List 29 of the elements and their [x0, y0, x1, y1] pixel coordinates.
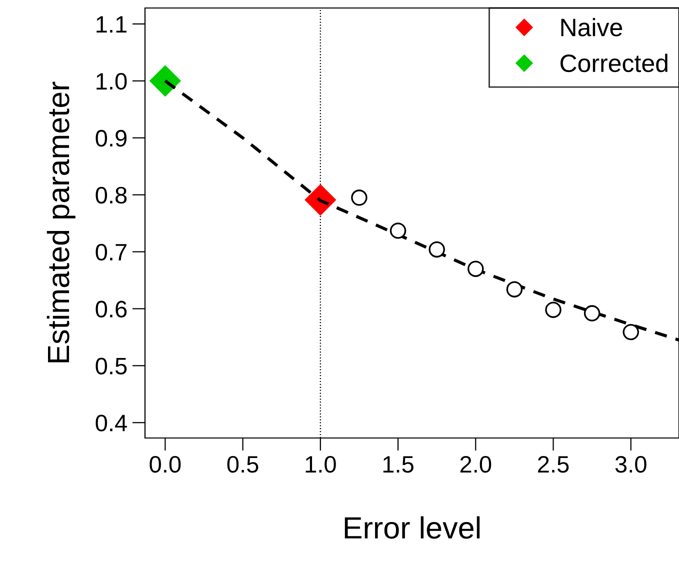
x-tick-label: 3.0	[615, 456, 646, 473]
y-axis-title: Estimated parameter	[46, 82, 76, 362]
point	[351, 190, 368, 206]
point	[428, 241, 445, 258]
y-tick-label: 1.0	[96, 72, 127, 90]
legend-label: Corrected	[560, 54, 668, 72]
y-tick-label: 0.4	[96, 414, 127, 432]
y-tick-label: 0.5	[96, 358, 127, 374]
y-tick-label: 0.9	[96, 130, 127, 147]
point	[468, 260, 484, 277]
x-tick-label: 0.0	[150, 456, 181, 473]
x-tick-label: 2.0	[460, 456, 492, 473]
x-tick-label: 2.5	[538, 456, 569, 473]
point	[390, 222, 406, 239]
point	[506, 281, 523, 298]
legend-label: Naive	[561, 18, 622, 36]
point	[149, 65, 182, 97]
point	[545, 302, 562, 318]
y-tick-label: 0.6	[96, 300, 127, 318]
point	[304, 184, 336, 216]
x-tick-label: 1.0	[306, 456, 336, 473]
x-tick-label: 0.5	[227, 456, 258, 473]
point	[584, 305, 600, 322]
point	[622, 324, 639, 340]
y-tick-label: 0.7	[96, 244, 126, 261]
x-tick-label: 1.5	[383, 456, 414, 473]
y-tick-label: 0.8	[96, 186, 127, 204]
y-tick-label: 1.1	[96, 16, 126, 32]
x-axis-title: Error level	[344, 516, 480, 539]
